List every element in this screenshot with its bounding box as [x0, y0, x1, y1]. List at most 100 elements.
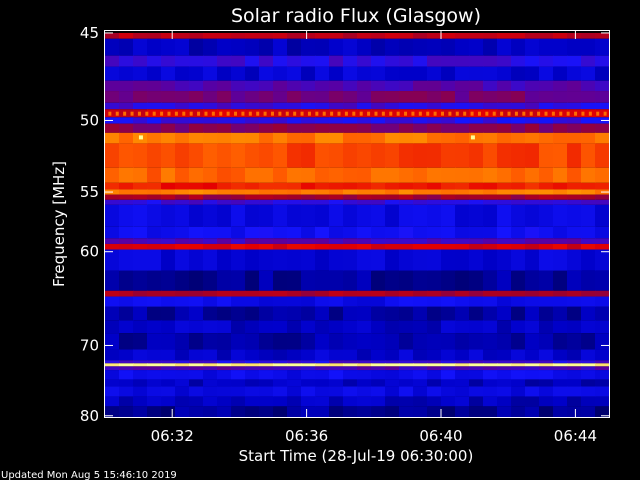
heatmap-cell: [343, 379, 358, 387]
heatmap-cell: [133, 226, 148, 239]
heatmap-cell: [189, 290, 204, 297]
heatmap-cell: [245, 66, 260, 81]
heatmap-cell: [105, 406, 120, 417]
heatmap-cell: [455, 117, 470, 124]
heatmap-cell: [399, 406, 414, 417]
heatmap-cell: [231, 189, 246, 195]
heatmap-cell: [259, 32, 274, 39]
heatmap-cell: [581, 199, 596, 205]
heatmap-cell: [133, 199, 148, 205]
heatmap-cell: [189, 204, 204, 227]
heatmap-cell: [525, 189, 540, 195]
heatmap-cell: [441, 333, 456, 350]
y-tick-label: 80: [80, 407, 99, 425]
heatmap-cell: [343, 189, 358, 195]
heatmap-cell: [301, 363, 316, 367]
heatmap-cell: [189, 296, 204, 307]
heatmap-cell: [133, 66, 148, 81]
heatmap-cell: [119, 143, 134, 168]
heatmap-cell: [273, 199, 288, 205]
heatmap-cell: [469, 363, 484, 367]
heatmap-cell: [567, 38, 582, 56]
heatmap-cell: [301, 117, 316, 124]
heatmap-cell: [455, 296, 470, 307]
heatmap-cell: [231, 167, 246, 183]
heatmap-cell: [315, 333, 330, 350]
heatmap-cell: [469, 360, 484, 364]
heatmap-cell: [175, 189, 190, 195]
heatmap-cell: [385, 109, 400, 118]
heatmap-cell: [161, 55, 176, 67]
heatmap-cell: [301, 102, 316, 110]
heatmap-cell: [301, 379, 316, 387]
heatmap-cell: [595, 238, 610, 244]
heatmap-cell: [413, 243, 428, 250]
heatmap-cell: [469, 123, 484, 133]
heatmap-cell: [175, 379, 190, 387]
heatmap-cell: [595, 406, 610, 417]
heatmap-cell: [525, 80, 540, 92]
heatmap-cell: [133, 32, 148, 39]
heatmap-cell: [161, 132, 176, 144]
heatmap-cell: [259, 194, 274, 200]
heatmap-cell: [245, 370, 260, 380]
heatmap-cell: [483, 243, 498, 250]
heatmap-cell: [203, 194, 218, 200]
heatmap-cell: [497, 238, 512, 244]
heatmap-cell: [217, 91, 232, 103]
updated-timestamp: Updated Mon Aug 5 15:46:10 2019: [1, 470, 177, 480]
heatmap-cell: [133, 396, 148, 407]
heatmap-cell: [469, 80, 484, 92]
heatmap-cell: [371, 249, 386, 271]
heatmap-cell: [567, 55, 582, 67]
heatmap-cell: [525, 167, 540, 183]
heatmap-cell: [105, 366, 120, 371]
heatmap-cell: [119, 349, 134, 361]
heatmap-cell: [413, 363, 428, 367]
heatmap-cell: [147, 143, 162, 168]
heatmap-cell: [427, 199, 442, 205]
heatmap-cell: [259, 396, 274, 407]
heatmap-cell: [539, 167, 554, 183]
heatmap-cell: [399, 189, 414, 195]
heatmap-cell: [525, 204, 540, 227]
heatmap-cell: [203, 306, 218, 321]
heatmap-cell: [441, 249, 456, 271]
heatmap-cell: [539, 55, 554, 67]
heatmap-cell: [427, 386, 442, 397]
heatmap-cell: [189, 226, 204, 239]
heatmap-cell: [567, 102, 582, 110]
heatmap-cell: [217, 249, 232, 271]
heatmap-cell: [301, 226, 316, 239]
heatmap-cell: [497, 226, 512, 239]
heatmap-cell: [105, 123, 120, 133]
heatmap-cell: [245, 249, 260, 271]
heatmap-cell: [525, 194, 540, 200]
heatmap-cell: [581, 102, 596, 110]
heatmap-cell: [217, 226, 232, 239]
heatmap-cell: [371, 386, 386, 397]
heatmap-cell: [539, 199, 554, 205]
heatmap-cell: [161, 406, 176, 417]
heatmap-cell: [329, 238, 344, 244]
heatmap-cell: [385, 226, 400, 239]
heatmap-cell: [441, 320, 456, 334]
heatmap-cell: [189, 306, 204, 321]
heatmap-cell: [469, 199, 484, 205]
heatmap-cell: [595, 296, 610, 307]
heatmap-cell: [273, 406, 288, 417]
heatmap-cell: [343, 320, 358, 334]
heatmap-cell: [469, 117, 484, 124]
heatmap-cell: [119, 189, 134, 195]
heatmap-cell: [315, 32, 330, 39]
heatmap-cell: [105, 243, 120, 250]
heatmap-cell: [119, 102, 134, 110]
heatmap-cell: [567, 290, 582, 297]
heatmap-cell: [287, 66, 302, 81]
heatmap-cell: [539, 366, 554, 371]
heatmap-cell: [539, 132, 554, 144]
heatmap-cell: [581, 396, 596, 407]
heatmap-cell: [581, 386, 596, 397]
heatmap-cell: [343, 182, 358, 190]
